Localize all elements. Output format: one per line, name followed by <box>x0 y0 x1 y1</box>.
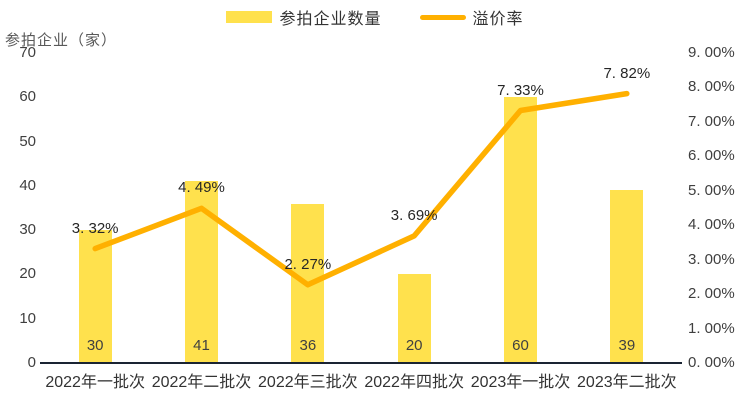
line-point-label: 3. 69% <box>390 206 438 224</box>
left-axis-title: 参拍企业（家） <box>5 32 118 49</box>
left-axis-tick: 50 <box>19 132 36 150</box>
bar-value-label: 30 <box>86 337 104 354</box>
left-axis-tick: 30 <box>19 221 36 239</box>
right-axis-tick: 9. 00% <box>688 44 735 61</box>
left-axis-tick: 40 <box>19 176 36 194</box>
premium-rate-polyline[interactable] <box>92 90 630 288</box>
line-point-label: 4. 49% <box>178 179 225 197</box>
bar-value-label: 39 <box>618 337 636 354</box>
right-axis-tick: 2. 00% <box>688 285 735 303</box>
legend-item-bar-series[interactable]: 参拍企业数量 <box>226 5 381 29</box>
right-axis-tick: 0. 00% <box>688 354 735 371</box>
bar-2023年二批次[interactable] <box>610 190 644 363</box>
left-axis-tick: 60 <box>19 88 36 106</box>
bar-swatch-icon <box>226 11 273 23</box>
premium-rate-line <box>92 90 630 288</box>
x-axis-line <box>40 362 682 364</box>
bar-2022年一批次[interactable] <box>78 230 112 363</box>
x-axis-label: 2023年二批次 <box>577 374 677 391</box>
line-point-label: 3. 32% <box>71 219 119 237</box>
left-axis-tick: 70 <box>19 44 36 61</box>
x-axis-label: 2023年一批次 <box>470 374 571 391</box>
left-axis-tick: 0 <box>27 354 36 371</box>
bar-value-label: 20 <box>405 337 423 354</box>
right-axis-tick: 6. 00% <box>688 147 735 165</box>
left-axis-tick: 10 <box>19 309 36 327</box>
plot-area: 30 41 36 20 60 39 3. 32% 4. 49% 2. 27% 3. 69% 7. 3… <box>42 53 680 363</box>
line-point-label: 7. 33% <box>497 81 544 99</box>
line-swatch-icon <box>419 14 466 20</box>
legend-label-line-series: 溢价率 <box>472 11 524 28</box>
right-axis-tick: 8. 00% <box>688 78 735 96</box>
right-axis-tick: 7. 00% <box>688 112 735 130</box>
legend: 参拍企业数量 溢价率 <box>0 5 750 29</box>
right-axis-tick: 4. 00% <box>688 216 735 234</box>
right-axis-tick: 1. 00% <box>688 319 735 337</box>
bar-2023年一批次[interactable] <box>504 97 537 363</box>
bar-value-label: 41 <box>193 337 210 354</box>
bar-2022年四批次[interactable] <box>397 274 431 363</box>
legend-label-bar-series: 参拍企业数量 <box>279 11 382 28</box>
x-axis-label: 2022年三批次 <box>258 374 358 391</box>
bar-value-label: 36 <box>299 337 317 354</box>
x-axis-label: 2022年二批次 <box>151 374 252 391</box>
line-point-label: 2. 27% <box>284 255 332 273</box>
bar-value-label: 60 <box>512 337 529 354</box>
line-point-label: 7. 82% <box>603 64 651 82</box>
right-axis-tick: 5. 00% <box>688 181 735 199</box>
legend-item-line-series[interactable]: 溢价率 <box>419 5 524 29</box>
right-axis-tick: 3. 00% <box>688 250 735 268</box>
x-axis-label: 2022年一批次 <box>45 374 145 391</box>
x-axis-label: 2022年四批次 <box>364 374 464 391</box>
left-axis-tick: 20 <box>19 265 36 283</box>
